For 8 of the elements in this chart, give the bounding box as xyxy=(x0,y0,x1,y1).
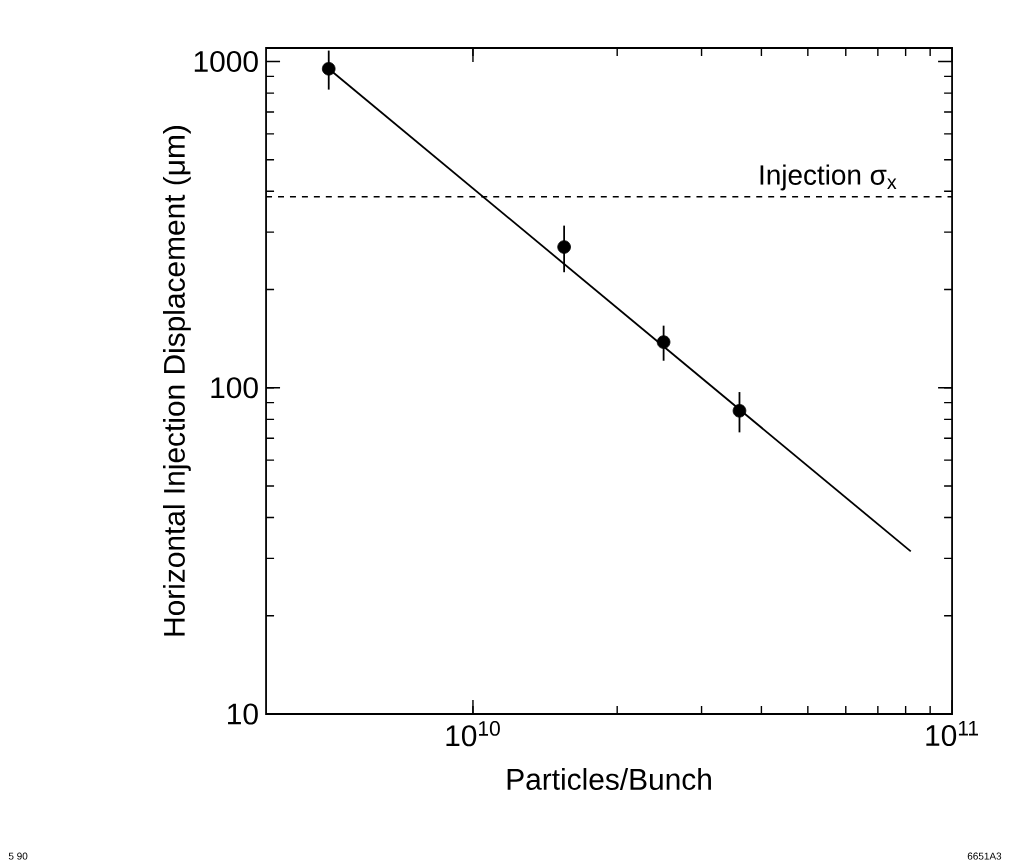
x-axis-title: Particles/Bunch xyxy=(507,768,711,790)
ref-line-label: Injection σ$_{x}$ xyxy=(760,164,897,191)
y-tick-label: 1000 xyxy=(194,50,258,73)
x-tick-label: 10$^{11}$ xyxy=(926,721,979,747)
x-tick-label: 10$^{10}$ xyxy=(446,721,500,747)
y-tick-label: 100 xyxy=(211,377,258,399)
y-tick-label: 10 xyxy=(228,703,258,725)
y-axis-title: Horizontal Injection Displacement (μm) xyxy=(162,126,191,636)
